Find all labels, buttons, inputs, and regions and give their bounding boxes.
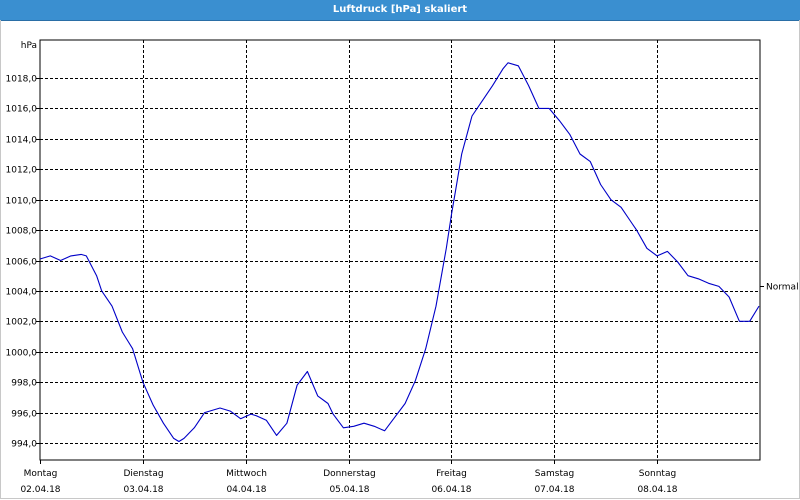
y-tick-label: 1002,0	[6, 318, 38, 328]
x-tick-labels: Montag 02.04.18 Dienstag 03.04.18 Mittwoch 04…	[20, 469, 677, 495]
y-axis-label: hPa	[21, 41, 37, 51]
y-tick-label: 1012,0	[6, 166, 38, 176]
y-tick-label: 1008,0	[6, 227, 38, 237]
plot-border	[39, 39, 761, 461]
series	[39, 62, 760, 443]
x-tick-date: 06.04.18	[431, 485, 471, 495]
pressure-line	[39, 62, 760, 443]
y-tick-label: 996,0	[11, 410, 37, 420]
reference-label: Normal	[766, 283, 799, 293]
y-tick-label: 994,0	[11, 440, 37, 450]
x-tick-date: 08.04.18	[637, 485, 677, 495]
reference-line: Normal	[760, 283, 799, 293]
x-tick-date: 07.04.18	[534, 485, 574, 495]
y-tick-label: 998,0	[11, 379, 37, 389]
x-tick-day: Samstag	[535, 469, 574, 479]
x-tick-day: Montag	[24, 469, 58, 479]
y-tick-label: 1010,0	[6, 197, 38, 207]
chart-title: Luftdruck [hPa] skaliert	[0, 0, 800, 21]
y-tick-labels: 994,0 996,0 998,0 1000,0 1002,0 1004,0 1006,0 1…	[6, 41, 38, 450]
axes	[36, 39, 761, 464]
x-tick-date: 03.04.18	[123, 485, 163, 495]
x-tick-day: Mittwoch	[226, 469, 267, 479]
x-tick-day: Freitag	[436, 469, 467, 479]
y-tick-label: 1014,0	[6, 136, 38, 146]
y-tick-label: 1000,0	[6, 349, 38, 359]
y-tick-label: 1018,0	[6, 75, 38, 85]
y-tick-label: 1006,0	[6, 258, 38, 268]
y-tick-label: 1016,0	[6, 105, 38, 115]
y-tick-label: 1004,0	[6, 288, 38, 298]
x-tick-date: 02.04.18	[20, 485, 60, 495]
x-tick-day: Sonntag	[639, 469, 676, 479]
grid	[40, 40, 760, 460]
x-tick-date: 04.04.18	[226, 485, 266, 495]
x-tick-day: Donnerstag	[323, 469, 376, 479]
x-tick-day: Dienstag	[123, 469, 163, 479]
x-tick-date: 05.04.18	[329, 485, 369, 495]
